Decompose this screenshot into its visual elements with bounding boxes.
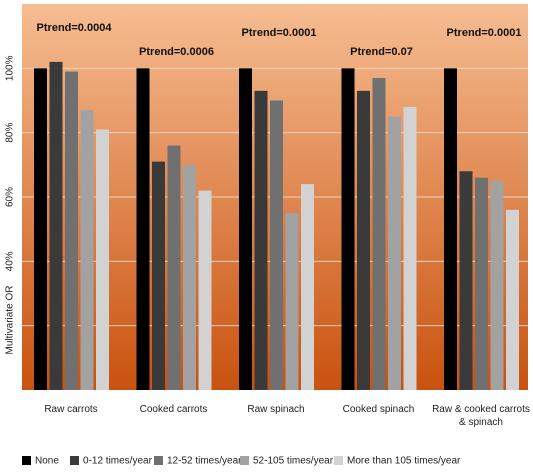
bar (254, 90, 268, 390)
bar (96, 129, 109, 390)
annotation: Ptrend=0.0001 (242, 27, 317, 39)
bar (444, 68, 457, 390)
y-tick-label: 80% (5, 123, 16, 143)
bar (341, 68, 355, 390)
legend-label: More than 105 times/year (347, 456, 461, 467)
bar (490, 180, 504, 390)
annotation: Ptrend=0.07 (350, 46, 413, 58)
annotation: Ptrend=0.0001 (447, 27, 522, 39)
legend-swatch (334, 456, 343, 465)
x-tick-label: Cooked spinach (342, 404, 415, 415)
bar (198, 190, 212, 390)
bar (403, 106, 417, 390)
bar (152, 161, 165, 390)
legend-label: 52-105 times/year (253, 456, 334, 467)
bar (388, 116, 401, 390)
y-tick-label: 60% (5, 187, 16, 207)
bar (167, 145, 181, 390)
bar (49, 61, 63, 391)
bar (506, 209, 519, 390)
bar (65, 71, 78, 391)
annotation: Ptrend=0.0006 (139, 46, 214, 58)
bar (34, 68, 47, 390)
x-tick-label: Cooked carrots (139, 404, 208, 415)
x-tick-label: Raw & cooked carrots & spinach (432, 404, 530, 428)
y-axis-title: Multivariate OR (5, 286, 16, 355)
bar (80, 110, 94, 391)
bar (357, 90, 370, 390)
bar (459, 171, 473, 390)
annotation: Ptrend=0.0004 (37, 22, 113, 34)
y-tick-label: 100% (5, 55, 16, 81)
bar (285, 213, 299, 390)
legend-swatch (70, 456, 79, 465)
bar (372, 77, 386, 390)
legend-swatch (154, 456, 163, 465)
y-tick-label: 40% (5, 251, 16, 271)
legend-swatch (240, 456, 249, 465)
bar (239, 68, 252, 390)
bar (475, 177, 488, 390)
x-tick-label: Raw carrots (44, 404, 98, 415)
bar (136, 68, 150, 390)
legend-label: None (35, 456, 59, 467)
bar (183, 164, 196, 390)
legend-label: 12-52 times/year (167, 456, 242, 467)
bar (301, 184, 314, 390)
legend-label: 0-12 times/year (83, 456, 153, 467)
bar (270, 100, 283, 390)
legend-swatch (22, 456, 31, 465)
x-tick-label: Raw spinach (247, 404, 305, 415)
